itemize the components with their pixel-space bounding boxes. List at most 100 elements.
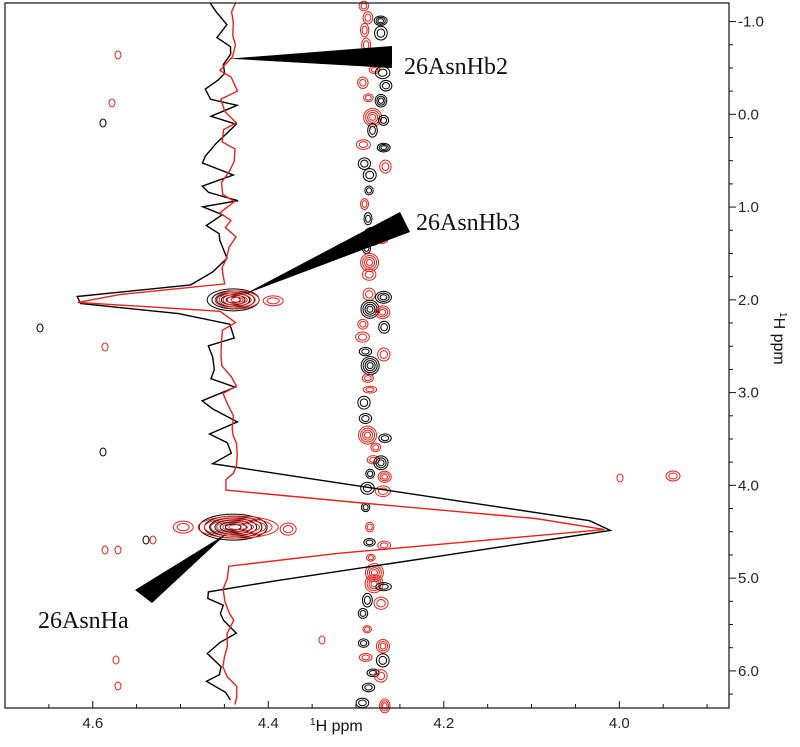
y-tick-label: -1.0 (738, 14, 764, 31)
y-tick-label: 3.0 (738, 385, 759, 402)
peak-contour (220, 294, 246, 306)
peak-contour (172, 520, 194, 534)
contour-peak (377, 97, 384, 104)
contour-peak (379, 350, 389, 359)
y-tick-label: 2.0 (738, 292, 759, 309)
y-axis-label: 1H ppm (770, 312, 788, 365)
contour-peak (378, 143, 389, 152)
contour-peak (362, 358, 378, 374)
contour-peak (363, 93, 374, 103)
contour-peak (355, 331, 370, 343)
noise-contour (112, 655, 120, 665)
contour-peak (358, 652, 373, 662)
contour-peak (358, 346, 373, 357)
noise-contour (114, 50, 122, 60)
contour-peak (370, 569, 378, 577)
contour-peak (357, 76, 369, 89)
contour-peak (375, 16, 386, 25)
contour-peak (364, 563, 384, 583)
noise-contour (101, 342, 109, 352)
peak-contour (203, 517, 273, 537)
contour-peak (379, 159, 392, 174)
contour-peak (376, 307, 389, 318)
black-1d-slice (76, 2, 613, 701)
contour-peak (363, 538, 376, 547)
contour-peak (379, 542, 389, 549)
contour-peak (364, 290, 374, 299)
contour-peak (367, 470, 374, 478)
contour-peak (378, 309, 387, 316)
contour-peak (363, 212, 373, 226)
contour-peak (361, 682, 376, 693)
contour-peak (364, 13, 372, 22)
contour-peak (364, 94, 372, 101)
peak-label-26AsnHb2: 26AsnHb2 (404, 54, 508, 80)
contour-peak (377, 292, 390, 303)
peak-contour (214, 519, 252, 535)
contour-peak (370, 580, 378, 588)
peak-label-26AsnHb3: 26AsnHb3 (416, 210, 520, 236)
contour-peak (362, 11, 374, 25)
contour-peak (367, 555, 374, 561)
contour-peak (358, 425, 378, 445)
contour-peak (376, 599, 386, 608)
noise-contour (668, 472, 678, 480)
noise-contour (149, 535, 157, 545)
peak-contour (219, 521, 247, 533)
peak-contour (176, 523, 190, 532)
contour-peak (362, 301, 378, 317)
contour-peak (369, 125, 376, 135)
contour-peak (376, 671, 386, 681)
x-tick-label: 4.6 (82, 715, 103, 732)
contour-peak (357, 157, 371, 170)
contour-peak (366, 362, 374, 370)
noise-contour (108, 98, 116, 108)
contour-peak (374, 25, 388, 41)
peak-contour (225, 296, 241, 304)
x-axis-label: 1H ppm (310, 717, 363, 735)
contour-peak (367, 111, 379, 123)
noise-contour (36, 323, 44, 333)
noise-contour (665, 470, 681, 482)
contour-peak (380, 145, 387, 150)
contour-peak (370, 442, 382, 453)
y-tick-label: 5.0 (738, 570, 759, 587)
x-axis-label-superscript: 1 (310, 717, 316, 728)
contour-peak (373, 669, 388, 683)
pointer-26AsnHb3 (243, 212, 410, 295)
contour-peak (361, 373, 374, 383)
contour-peak (359, 609, 367, 617)
noise-contour (101, 545, 109, 555)
contour-peak (379, 472, 390, 482)
contour-peak (364, 360, 376, 372)
peak-contour (228, 524, 248, 531)
contour-peak (374, 305, 391, 320)
pointer-26AsnHa (135, 533, 228, 603)
contour-peak (363, 595, 371, 605)
contour-peak (359, 78, 367, 87)
noise-contour (99, 118, 107, 128)
contour-peak (378, 655, 388, 665)
contour-peak (361, 25, 368, 35)
x-axis-label-text: H ppm (316, 718, 363, 735)
peak-contour (214, 290, 260, 310)
contour-peak (364, 431, 372, 439)
contour-peak (377, 459, 385, 467)
contour-peak (365, 170, 375, 180)
contour-peak (365, 539, 374, 546)
contour-peak (372, 444, 380, 451)
peak-contour (209, 518, 267, 536)
contour-peak (380, 700, 390, 712)
contour-peak (358, 699, 367, 707)
contour-peak (360, 159, 369, 168)
contour-peak (366, 187, 373, 194)
contour-peak (362, 168, 377, 182)
contour-peak (377, 470, 392, 483)
contour-peak (373, 15, 388, 26)
contour-peak (365, 214, 371, 223)
contour-peak (374, 93, 388, 108)
peak-contour (230, 296, 244, 303)
peak-contour (224, 523, 242, 531)
